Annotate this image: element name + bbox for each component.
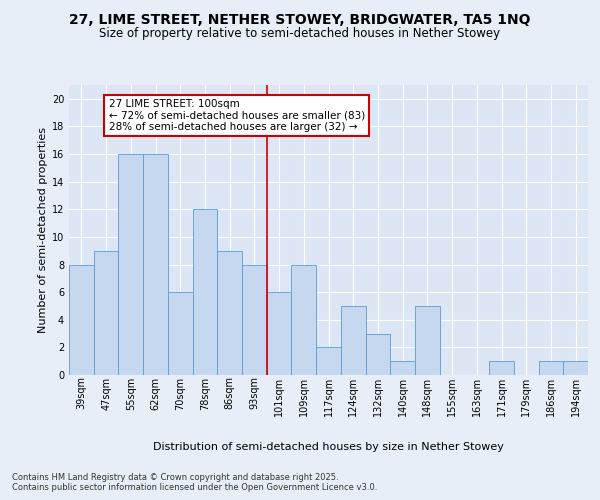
Bar (94, 250, 118, 375)
Bar (242, 264, 267, 375)
Text: Distribution of semi-detached houses by size in Nether Stowey: Distribution of semi-detached houses by … (154, 442, 504, 452)
Bar (489, 361, 514, 375)
Text: Size of property relative to semi-detached houses in Nether Stowey: Size of property relative to semi-detach… (100, 28, 500, 40)
Text: 27 LIME STREET: 100sqm
← 72% of semi-detached houses are smaller (83)
28% of sem: 27 LIME STREET: 100sqm ← 72% of semi-det… (109, 99, 365, 132)
Bar (69, 264, 94, 375)
Bar (341, 306, 365, 375)
Bar (267, 292, 292, 375)
Text: 27, LIME STREET, NETHER STOWEY, BRIDGWATER, TA5 1NQ: 27, LIME STREET, NETHER STOWEY, BRIDGWAT… (69, 12, 531, 26)
Bar (143, 154, 168, 375)
Bar (316, 348, 341, 375)
Y-axis label: Number of semi-detached properties: Number of semi-detached properties (38, 127, 47, 333)
Bar (539, 361, 563, 375)
Bar (217, 250, 242, 375)
Bar (118, 154, 143, 375)
Bar (415, 306, 440, 375)
Text: Contains HM Land Registry data © Crown copyright and database right 2025.
Contai: Contains HM Land Registry data © Crown c… (12, 472, 377, 492)
Bar (365, 334, 390, 375)
Bar (563, 361, 588, 375)
Bar (390, 361, 415, 375)
Bar (193, 210, 217, 375)
Bar (168, 292, 193, 375)
Bar (292, 264, 316, 375)
